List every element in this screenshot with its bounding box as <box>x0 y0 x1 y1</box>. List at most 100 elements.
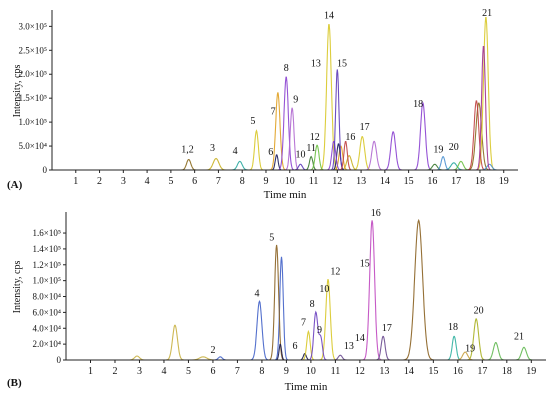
panel-a-x-tick-label: 6 <box>192 176 197 187</box>
panel-b-peak-label: 7 <box>301 317 306 328</box>
panel-a-x-tick-label: 9 <box>263 176 268 187</box>
panel-b-peak-label: 13 <box>344 341 354 352</box>
panel-a-peak-label: 15 <box>337 58 347 69</box>
panel-b-trace-7 <box>66 220 546 361</box>
panel-b-x-tick-label: 18 <box>502 366 512 377</box>
panel-b-peak-label: 4 <box>255 289 260 300</box>
panel-a-peak-label: 3 <box>210 143 215 154</box>
panel-b-label: (B) <box>7 377 22 389</box>
panel-b-y-tick-label: 1.6×10⁵ <box>33 228 61 238</box>
panel-b-y-tick-label: 8.0×10⁴ <box>33 292 61 302</box>
panel-a-x-tick-label: 7 <box>216 176 221 187</box>
panel-a-peak-label: 20 <box>449 142 459 153</box>
panel-a-y-tick-label: 1.0×10⁵ <box>19 117 47 127</box>
panel-b-peak-label: 8 <box>310 299 315 310</box>
panel-b-x-tick-label: 19 <box>526 366 536 377</box>
panel-a-y-tick-label: 3.0×10⁵ <box>19 21 47 31</box>
panel-a-x-tick-label: 4 <box>145 176 150 187</box>
panel-b-x-tick-label: 14 <box>404 366 414 377</box>
panel-a-trace-1 <box>52 102 518 171</box>
panel-b-x-tick-label: 15 <box>428 366 438 377</box>
panel-a-peak-label: 1,2 <box>181 145 194 156</box>
panel-b-x-tick-label: 12 <box>355 366 365 377</box>
panel-a-x-tick-label: 3 <box>121 176 126 187</box>
panel-a-x-tick-label: 2 <box>97 176 102 187</box>
panel-b-peak-label: 10 <box>319 284 329 295</box>
panel-a-peak-label: 17 <box>360 122 370 133</box>
panel-a-peak-label: 16 <box>345 132 355 143</box>
panel-b-peak-label: 12 <box>330 266 340 277</box>
panel-a-trace-5 <box>52 92 518 171</box>
panel-a-x-tick-label: 11 <box>309 176 319 187</box>
panel-b-y-tick-label: 6.0×10⁴ <box>33 307 61 317</box>
panel-a-peak-label: 9 <box>293 94 298 105</box>
panel-b-x-tick-label: 10 <box>306 366 316 377</box>
panel-b-y-tick-label: 1.4×10⁵ <box>33 244 61 254</box>
panel-b-x-tick-label: 17 <box>477 366 487 377</box>
panel-b-trace-3 <box>66 218 546 361</box>
panel-a-x-tick-label: 14 <box>380 176 390 187</box>
panel-a-peak-label: 6 <box>268 147 273 158</box>
panel-a-peak-label: 11 <box>306 143 316 154</box>
panel-a-x-tick-label: 8 <box>240 176 245 187</box>
panel-a-x-tick-label: 12 <box>332 176 342 187</box>
panel-a-peak-label: 12 <box>310 132 320 143</box>
panel-a-x-tick-label: 18 <box>475 176 485 187</box>
panel-b-x-tick-label: 6 <box>210 366 215 377</box>
panel-b-y-axis-label: Intensity, cps <box>12 261 23 314</box>
panel-a-trace-2 <box>52 154 518 171</box>
panel-b-y-tick-label: 1.2×10⁵ <box>33 260 61 270</box>
panel-b-x-tick-label: 5 <box>186 366 191 377</box>
panel-a-x-tick-label: 16 <box>427 176 437 187</box>
panel-b-x-tick-label: 2 <box>112 366 117 377</box>
panel-b-peak-label: 2 <box>210 345 215 356</box>
panel-a-x-tick-label: 17 <box>451 176 461 187</box>
panel-a-peak-label: 19 <box>433 145 443 156</box>
panel-a-y-tick-label: 2.0×10⁵ <box>19 69 47 79</box>
panel-b-x-tick-label: 9 <box>284 366 289 377</box>
panel-a-peak-label: 10 <box>295 149 305 160</box>
panel-a-peak-label: 18 <box>413 99 423 110</box>
panel-b-peak-label: 15 <box>360 259 370 270</box>
panel-a-trace-3 <box>52 160 518 171</box>
panel-b-peak-label: 16 <box>371 208 381 219</box>
panel-a-peak-label: 13 <box>311 58 321 69</box>
panel-a-trace-7 <box>52 76 518 171</box>
panel-a-trace-13 <box>52 156 518 171</box>
panel-b-x-tick-label: 8 <box>259 366 264 377</box>
panel-b-y-tick-label: 2.0×10⁴ <box>33 339 61 349</box>
panel-b-peak-label: 5 <box>269 232 274 243</box>
panel-a-peak-label: 5 <box>250 116 255 127</box>
panel-b-peak-label: 20 <box>474 305 484 316</box>
panel-a-trace-12 <box>52 100 518 171</box>
panel-b-x-tick-label: 13 <box>379 366 389 377</box>
panel-b-y-tick-label: 1.0×10⁵ <box>33 276 61 286</box>
panel-b-y-tick-label: 0 <box>57 355 62 365</box>
panel-b-peak-label: 18 <box>448 322 458 333</box>
panel-a-peak-label: 4 <box>233 146 238 157</box>
panel-b-x-tick-label: 11 <box>331 366 341 377</box>
panel-a-trace-8 <box>52 107 518 171</box>
panel-b-peak-label: 9 <box>317 325 322 336</box>
panel-b-x-tick-label: 16 <box>453 366 463 377</box>
panel-a-peak-label: 14 <box>324 11 334 22</box>
panel-a-y-tick-label: 5.0×10⁴ <box>19 141 47 151</box>
panel-a-trace-10 <box>52 155 518 171</box>
panel-b-x-tick-label: 4 <box>161 366 166 377</box>
panel-b-x-tick-label: 7 <box>235 366 240 377</box>
panel-a-x-tick-label: 10 <box>285 176 295 187</box>
panel-a-x-tick-label: 1 <box>73 176 78 187</box>
panel-a-x-tick-label: 5 <box>168 176 173 187</box>
panel-a-y-tick-label: 2.5×10⁵ <box>19 45 47 55</box>
panel-b-x-tick-label: 1 <box>88 366 93 377</box>
panel-a-y-tick-label: 1.5×10⁵ <box>19 93 47 103</box>
panel-a-y-tick-label: 0 <box>43 165 48 175</box>
panel-a-peak-label: 8 <box>284 63 289 74</box>
panel-b-peak-label: 6 <box>292 341 297 352</box>
panel-a-x-tick-label: 19 <box>499 176 509 187</box>
panel-b-x-tick-label: 3 <box>137 366 142 377</box>
panel-b-peak-label: 19 <box>465 343 475 354</box>
panel-b-peak-label: 17 <box>382 323 392 334</box>
